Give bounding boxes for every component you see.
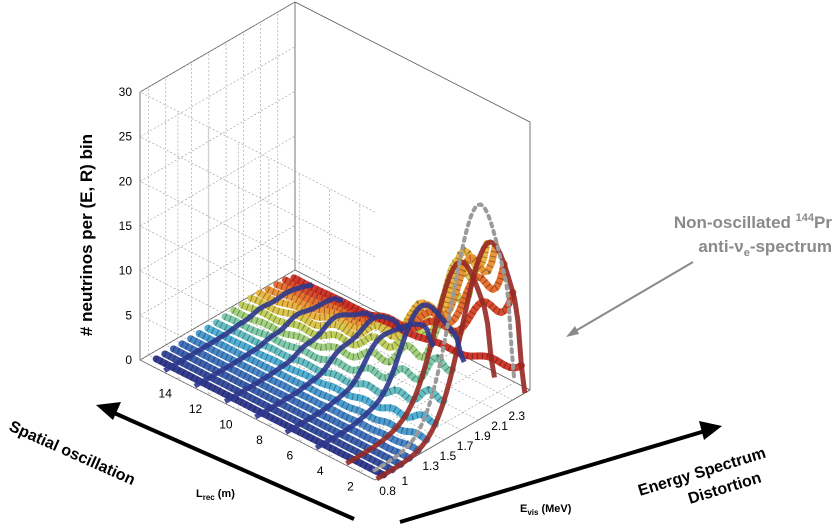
y-tick-label: 6 [287, 448, 294, 462]
energy-strip [178, 340, 413, 462]
z-tick-label: 10 [119, 264, 133, 278]
energy-strip [169, 345, 405, 468]
z-tick-label: 0 [125, 353, 132, 367]
spatial-oscillation-arrow [96, 402, 355, 521]
z-tick-label: 30 [119, 85, 133, 99]
distance-strip [284, 321, 437, 435]
z-tick-label: 15 [119, 219, 133, 233]
grid-line-z [139, 1, 376, 213]
grid-line-l [298, 173, 455, 442]
x-tick-label: 1.3 [422, 459, 439, 473]
spatial-oscillation-label: Spatial oscillation [6, 418, 137, 489]
y-tick-label: 8 [256, 433, 263, 447]
energy-strip [204, 324, 439, 428]
y-axis-label: Lrec (m) [196, 488, 235, 502]
energy-strip-mesh [197, 330, 429, 443]
reference-spectrum-curve [372, 202, 516, 473]
grid-line-l [177, 111, 334, 380]
grid-line-l [238, 142, 394, 411]
grid-line-l [329, 188, 485, 458]
x-tick-label: 1.5 [440, 449, 457, 463]
surface-strips [152, 239, 528, 482]
energy-strip-mesh [283, 276, 517, 335]
x-tick-label: 2.1 [491, 419, 508, 433]
grid-line-z [139, 91, 376, 302]
grid-line-l [268, 157, 425, 427]
energy-distortion-arrow [399, 421, 722, 524]
energy-strip-mesh [275, 263, 508, 331]
svg-text:Non-oscillated 144Pr: Non-oscillated 144Pr [674, 212, 833, 232]
distance-strip [314, 302, 467, 451]
reference-annotation: Non-oscillated 144Pr anti-νe-spectrum [566, 212, 832, 337]
energy-strip [213, 319, 448, 405]
svg-text:anti-νe-spectrum: anti-νe-spectrum [698, 237, 832, 259]
distance-strip [223, 310, 374, 404]
grid-line-l [207, 126, 364, 396]
energy-strip [221, 313, 456, 383]
energy-strip [195, 330, 431, 444]
z-tick-label: 5 [125, 308, 132, 322]
z-axis-label: # neutrinos per (E, R) bin [77, 134, 96, 336]
tick-labels: 0 5 10 15 20 25 30 0.8 1 1.31.51.71.92.12.3 2 4 6 8 10… [119, 85, 526, 498]
distance-strip [163, 282, 314, 373]
x-tick-label: 2.3 [508, 409, 525, 423]
energy-strip [187, 335, 422, 455]
grid-line-l [359, 204, 515, 473]
energy-strip-mesh [266, 244, 500, 331]
energy-strip [161, 350, 396, 474]
x-tick-label: 0.8 [379, 484, 396, 498]
y-tick-label: 4 [317, 464, 324, 478]
y-tick-label: 2 [347, 479, 354, 493]
distance-strip [254, 313, 405, 420]
z-tick-label: 20 [119, 174, 133, 188]
z-tick-label: 25 [119, 130, 133, 144]
x-tick-label: 1 [401, 474, 408, 488]
box-edge [139, 359, 376, 481]
y-tick-label: 12 [189, 402, 203, 416]
energy-strip-mesh [257, 242, 491, 334]
x-tick-label: 1.7 [457, 439, 474, 453]
energy-strip [152, 355, 388, 479]
y-tick-label: 10 [219, 417, 233, 431]
y-tick-label: 14 [159, 386, 173, 400]
x-axis-label: Evis (MeV) [520, 503, 572, 517]
x-tick-label: 1.9 [474, 429, 491, 443]
distance-strip [345, 259, 497, 466]
reference-spectrum [372, 202, 516, 473]
distance-strip [193, 296, 343, 389]
box-edge [294, 1, 531, 123]
grid-lines [139, 1, 515, 481]
energy-strip [230, 306, 465, 366]
